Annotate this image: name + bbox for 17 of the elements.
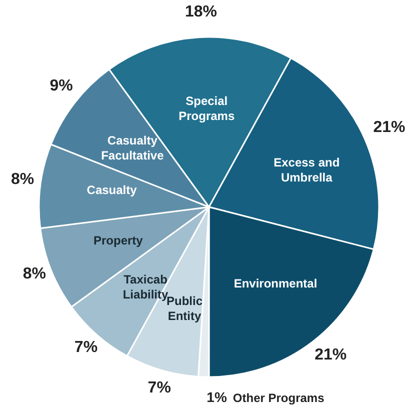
data-label: 7% (74, 338, 98, 356)
slice-label: Public Entity (166, 294, 203, 323)
data-label: 18% (184, 3, 218, 20)
data-label: 1% (206, 388, 228, 405)
data-label: 8% (10, 170, 34, 188)
data-label: 9% (50, 77, 73, 94)
data-label: 21% (373, 118, 406, 136)
data-label: 8% (22, 266, 46, 283)
slice-label: Environmental (234, 276, 318, 291)
slice-label: Other Programs (232, 390, 325, 405)
slice-label: Excess and Umbrella (274, 156, 340, 185)
data-label: 7% (148, 379, 171, 396)
slice-label: Casualty (86, 183, 138, 198)
slice-label: Special Programs (178, 94, 235, 124)
slice-label: Casualty Facultative (101, 133, 164, 162)
slice-label: Property (93, 234, 144, 248)
data-label: 21% (314, 346, 347, 364)
